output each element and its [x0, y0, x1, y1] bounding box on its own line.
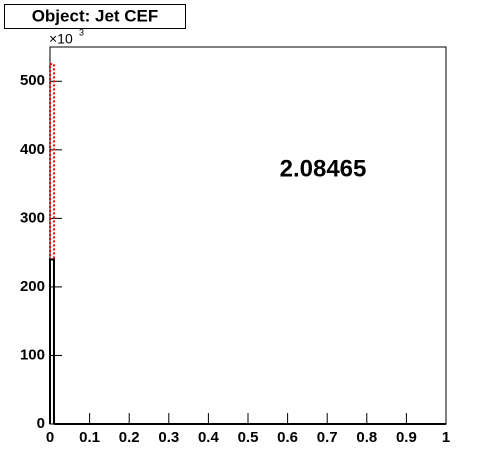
title-box	[4, 4, 186, 29]
x-tick-label: 0.5	[238, 429, 259, 446]
chart-title: Object: Jet CEF	[32, 6, 159, 25]
x-tick-label: 0.8	[356, 429, 377, 446]
x-tick-label: 0.4	[198, 429, 220, 446]
y-tick-label: 200	[20, 278, 45, 295]
x-tick-label: 0	[46, 429, 54, 446]
y-tick-label: 500	[20, 72, 45, 89]
histogram-bin	[49, 63, 55, 424]
y-tick-label: 400	[20, 141, 45, 158]
axis-multiplier: ×10	[49, 31, 73, 47]
histogram-bin	[49, 258, 55, 424]
y-tick-label: 300	[20, 209, 45, 226]
x-tick-label: 0.2	[119, 429, 140, 446]
y-tick-label: 100	[20, 346, 45, 363]
axis-multiplier-exponent: 3	[79, 27, 84, 37]
y-tick-label: 0	[37, 415, 45, 432]
x-tick-label: 0.9	[396, 429, 417, 446]
x-tick-label: 0.3	[158, 429, 179, 446]
annotation: 2.08465	[280, 155, 367, 182]
x-tick-label: 0.7	[317, 429, 338, 446]
x-tick-label: 0.6	[277, 429, 298, 446]
x-tick-label: 0.1	[79, 429, 100, 446]
x-tick-label: 1	[442, 429, 450, 446]
